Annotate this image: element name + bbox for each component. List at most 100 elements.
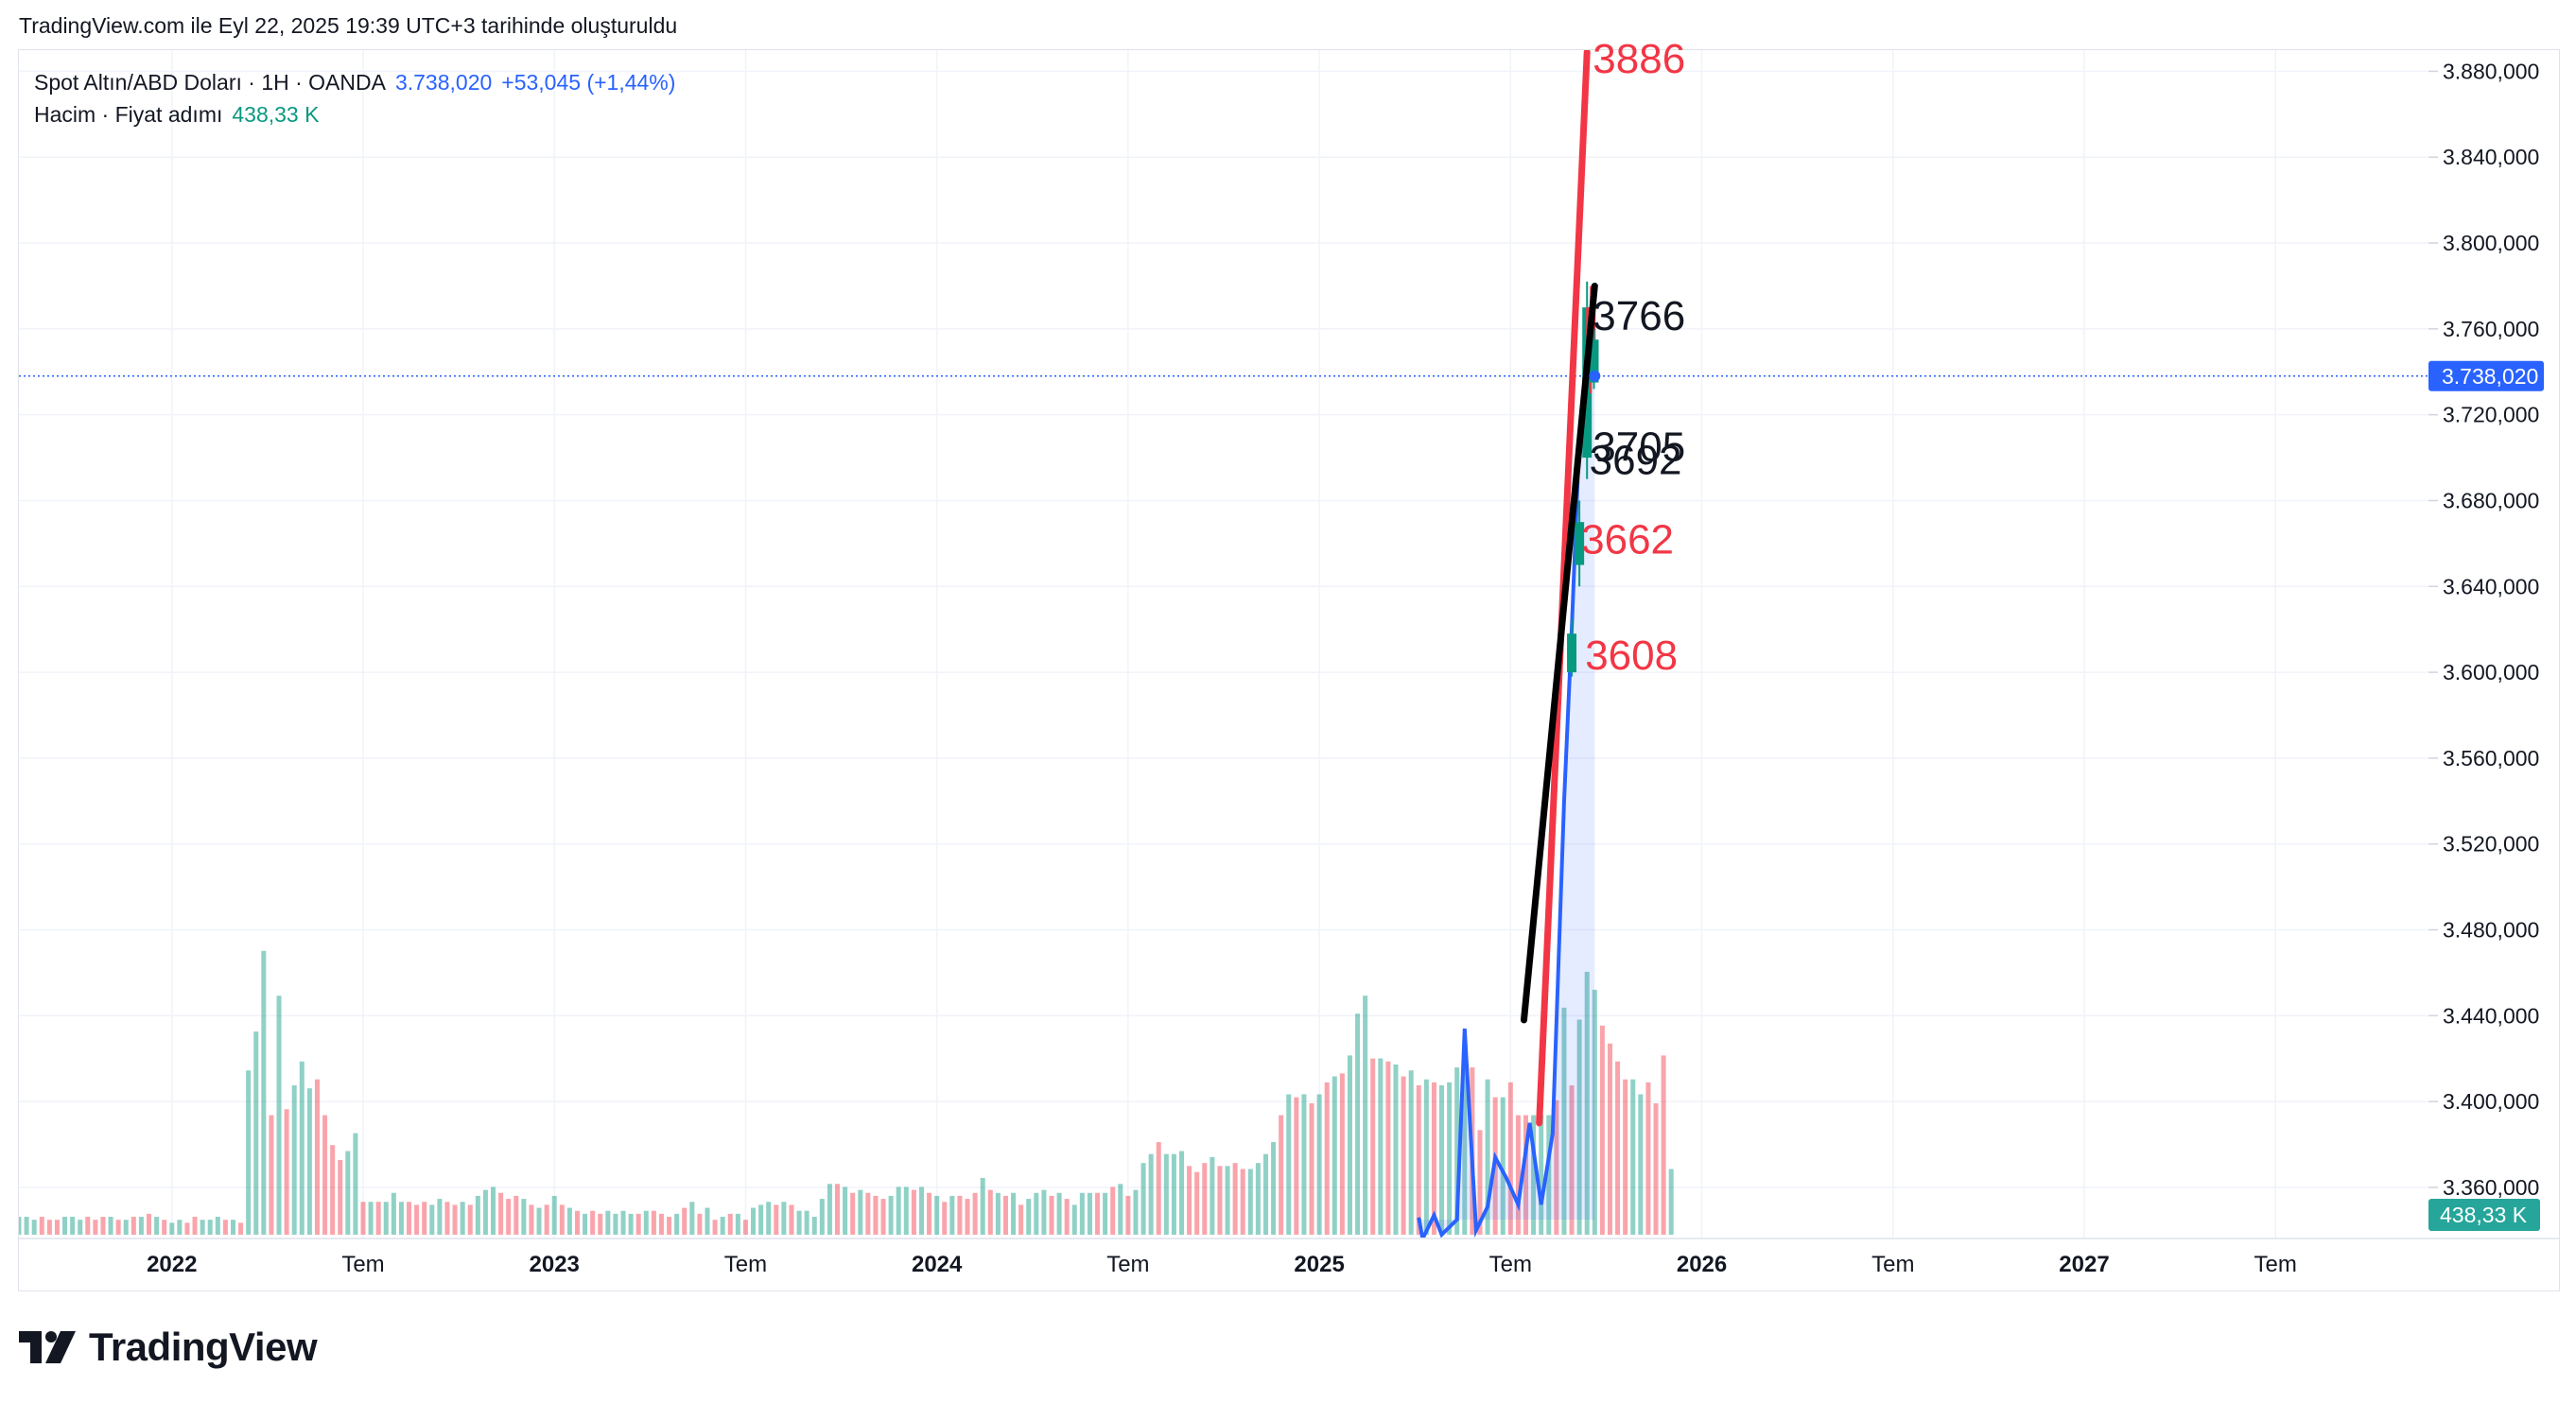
volume-bar	[131, 1217, 136, 1235]
volume-bar	[1079, 1192, 1085, 1235]
y-tick-label: 3.440,000	[2443, 1003, 2539, 1028]
volume-bar	[605, 1210, 611, 1235]
volume-bar	[1118, 1184, 1123, 1235]
volume-bar	[1324, 1082, 1330, 1235]
chart-legend: Spot Altın/ABD Doları · 1H · OANDA 3.738,…	[34, 66, 675, 130]
volume-bar	[1477, 1130, 1483, 1235]
volume-bar	[383, 1202, 389, 1235]
volume-bar	[138, 1217, 144, 1235]
volume-bar	[207, 1220, 213, 1235]
volume-bar	[1217, 1166, 1223, 1235]
volume-bar	[1454, 1067, 1460, 1235]
volume-bar	[658, 1213, 664, 1235]
volume-bar	[24, 1217, 29, 1235]
volume-bar	[1034, 1192, 1039, 1235]
volume-bar	[498, 1192, 504, 1235]
volume-bar	[291, 1085, 297, 1235]
volume-bar	[1378, 1058, 1384, 1235]
volume-bar	[452, 1204, 458, 1235]
volume-bar	[1561, 1007, 1567, 1235]
volume-bar	[1316, 1094, 1322, 1235]
volume-bar	[1576, 1019, 1582, 1235]
volume-bar	[360, 1202, 366, 1235]
volume-bar	[1064, 1199, 1070, 1235]
volume-bar	[865, 1192, 871, 1235]
volume-bar	[123, 1220, 129, 1235]
volume-bar	[407, 1202, 412, 1235]
brand-logo[interactable]: TradingView	[19, 1324, 318, 1371]
volume-bar	[246, 1070, 252, 1235]
volume-bar	[1271, 1142, 1277, 1235]
volume-bar	[261, 950, 267, 1235]
y-tick-label: 3.480,000	[2443, 918, 2539, 943]
x-tick-label: Tem	[1489, 1252, 1532, 1277]
current-volume-badge	[2428, 1199, 2540, 1231]
legend-volume-value: 438,33 K	[232, 102, 320, 127]
volume-bar	[1171, 1153, 1176, 1235]
volume-bar	[758, 1204, 764, 1235]
annotation-label: 3766	[1593, 293, 1685, 339]
legend-volume-row: Hacim · Fiyat adımı 438,33 K	[34, 98, 675, 130]
annotation-label: 3662	[1581, 516, 1674, 563]
volume-bar	[1286, 1094, 1292, 1235]
snapshot-caption: TradingView.com ile Eyl 22, 2025 19:39 U…	[19, 13, 678, 38]
volume-bar	[482, 1189, 488, 1235]
volume-bar	[1240, 1169, 1245, 1235]
x-tick-label: 2022	[147, 1252, 197, 1277]
annotation-label: 3608	[1585, 632, 1678, 679]
volume-bar	[1002, 1195, 1008, 1235]
volume-bar	[1133, 1189, 1139, 1235]
black-trend-line[interactable]	[1520, 282, 1598, 1024]
volume-bar	[513, 1195, 519, 1235]
volume-bar	[712, 1220, 718, 1235]
legend-symbol[interactable]: Spot Altın/ABD Doları · 1H · OANDA	[34, 70, 386, 95]
volume-bar	[1539, 1115, 1544, 1235]
x-tick-label: Tem	[1106, 1252, 1149, 1277]
volume-bar	[781, 1202, 787, 1235]
x-tick-label: Tem	[2254, 1252, 2297, 1277]
volume-bar	[1393, 1064, 1399, 1235]
volume-bar	[880, 1199, 886, 1235]
candle-body	[1589, 339, 1599, 383]
volume-bar	[949, 1195, 955, 1235]
volume-bar	[1569, 1085, 1575, 1235]
volume-bar	[598, 1213, 603, 1235]
volume-bar	[957, 1195, 963, 1235]
volume-bar	[1447, 1082, 1453, 1235]
volume-bar	[1416, 1085, 1421, 1235]
volume-bar	[184, 1222, 190, 1235]
x-tick-label: 2025	[1294, 1252, 1344, 1277]
volume-bar	[911, 1189, 916, 1235]
volume-bar	[1599, 1025, 1605, 1235]
volume-bar	[414, 1204, 420, 1235]
x-tick-label: 2027	[2059, 1252, 2109, 1277]
volume-bar	[31, 1220, 37, 1235]
volume-bar	[1103, 1192, 1108, 1235]
legend-volume-label[interactable]: Hacim · Fiyat adımı	[34, 102, 223, 127]
volume-bar	[70, 1217, 76, 1235]
volume-bar	[1056, 1192, 1062, 1235]
volume-bar	[78, 1220, 83, 1235]
current-price-label: 3.738,020	[2442, 364, 2538, 389]
volume-bar	[1431, 1082, 1436, 1235]
volume-bar	[1210, 1156, 1215, 1235]
volume-bar	[1485, 1079, 1490, 1235]
volume-bar	[1255, 1163, 1261, 1235]
volume-bar	[1110, 1186, 1116, 1235]
y-tick-label: 3.360,000	[2443, 1175, 2539, 1200]
volume-bar	[521, 1199, 527, 1235]
volume-bar	[506, 1199, 512, 1235]
volume-bar	[927, 1192, 932, 1235]
volume-bar	[689, 1202, 695, 1235]
volume-bar	[643, 1210, 649, 1235]
volume-bar	[942, 1202, 948, 1235]
volume-bar	[1638, 1094, 1644, 1235]
chart-frame[interactable]	[18, 49, 2560, 1291]
volume-bar	[980, 1177, 985, 1235]
volume-bar	[674, 1213, 680, 1235]
current-price-badge	[2428, 360, 2544, 391]
volume-bar	[1095, 1192, 1101, 1235]
volume-bar	[368, 1202, 374, 1235]
volume-bar	[1363, 996, 1368, 1235]
